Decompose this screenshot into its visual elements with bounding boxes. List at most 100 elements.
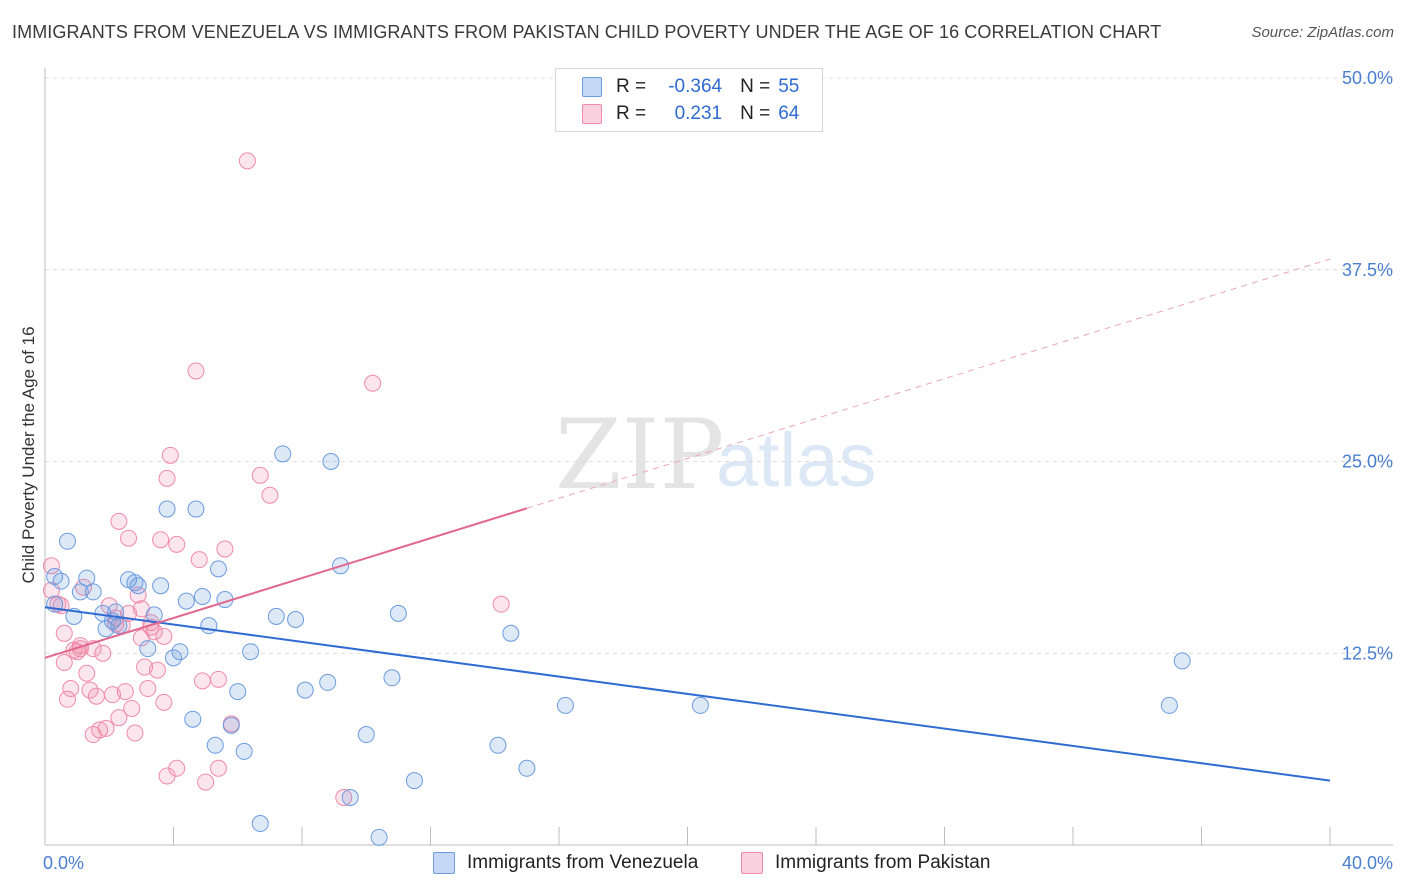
venezuela-point xyxy=(1173,652,1191,670)
pakistan-point xyxy=(148,661,166,679)
venezuela-point xyxy=(383,669,401,687)
venezuela-point xyxy=(235,742,253,760)
venezuela-point xyxy=(84,583,102,601)
pakistan-point xyxy=(155,627,173,645)
pakistan-point xyxy=(62,680,80,698)
y-tick-label: 50.0% xyxy=(1342,68,1393,88)
pakistan-point xyxy=(116,683,134,701)
venezuela-point xyxy=(52,572,70,590)
venezuela-point xyxy=(1160,696,1178,714)
venezuela-point xyxy=(152,577,170,595)
venezuela-point xyxy=(110,617,128,635)
pakistan-point xyxy=(81,681,99,699)
pakistan-point xyxy=(42,557,60,575)
venezuela-point xyxy=(229,683,247,701)
pakistan-point xyxy=(187,362,205,380)
pakistan-n-label: N = xyxy=(740,103,771,124)
pakistan-legend-swatch xyxy=(741,852,763,874)
pakistan-point xyxy=(261,486,279,504)
venezuela-point xyxy=(251,815,269,833)
venezuela-point xyxy=(206,736,224,754)
venezuela-point xyxy=(556,696,574,714)
pakistan-point xyxy=(335,788,353,806)
venezuela-r-label: R = xyxy=(616,76,647,97)
pakistan-point xyxy=(193,672,211,690)
pakistan-point xyxy=(55,624,73,642)
venezuela-point xyxy=(222,716,240,734)
legend-row-venezuela: R = -0.364 N = 55 xyxy=(582,75,799,99)
venezuela-point xyxy=(171,643,189,661)
pakistan-point xyxy=(87,687,105,705)
series-legend: Immigrants from Venezuela Immigrants fro… xyxy=(0,852,1406,878)
venezuela-legend-label: Immigrants from Venezuela xyxy=(467,852,699,873)
pakistan-point xyxy=(91,721,109,739)
pakistan-r-value: 0.231 xyxy=(674,103,723,124)
trend-lines xyxy=(44,258,1331,782)
y-tick-label: 37.5% xyxy=(1342,260,1393,280)
x-tick-labels: 0.0% 40.0% xyxy=(43,853,1393,873)
pakistan-point xyxy=(209,759,227,777)
pakistan-point xyxy=(110,512,128,530)
venezuela-point xyxy=(242,643,260,661)
venezuela-n-value: 55 xyxy=(778,76,800,97)
axes xyxy=(44,68,1393,846)
pakistan-point xyxy=(197,773,215,791)
venezuela-point xyxy=(389,604,407,622)
pakistan-point xyxy=(97,719,115,737)
pakistan-point xyxy=(126,724,144,742)
venezuela-point xyxy=(274,445,292,463)
pakistan-point xyxy=(58,690,76,708)
pakistan-point xyxy=(190,551,208,569)
pakistan-point xyxy=(492,595,510,613)
pakistan-point xyxy=(75,578,93,596)
pakistan-point xyxy=(136,658,154,676)
venezuela-point xyxy=(691,696,709,714)
source-label: Source: ZipAtlas.com xyxy=(1251,24,1394,41)
pakistan-point xyxy=(155,693,173,711)
pakistan-point xyxy=(103,686,121,704)
venezuela-point xyxy=(177,592,195,610)
pakistan-point xyxy=(168,759,186,777)
pakistan-points xyxy=(42,152,510,806)
y-tick-labels: 12.5% 25.0% 37.5% 50.0% xyxy=(1342,68,1393,663)
pakistan-point xyxy=(238,152,256,170)
venezuela-point xyxy=(267,607,285,625)
pakistan-trend-extension xyxy=(526,258,1331,509)
pakistan-point xyxy=(216,540,234,558)
venezuela-point xyxy=(184,710,202,728)
pakistan-point xyxy=(78,664,96,682)
pakistan-trend-line xyxy=(44,507,528,659)
pakistan-legend-label: Immigrants from Pakistan xyxy=(775,852,991,873)
venezuela-point xyxy=(58,532,76,550)
venezuela-point xyxy=(296,681,314,699)
venezuela-legend-swatch xyxy=(433,852,455,874)
venezuela-point xyxy=(139,640,157,658)
venezuela-point xyxy=(165,649,182,667)
pakistan-r-label: R = xyxy=(616,103,647,124)
pakistan-point xyxy=(158,469,176,487)
pakistan-point xyxy=(152,531,170,549)
chart-title: IMMIGRANTS FROM VENEZUELA VS IMMIGRANTS … xyxy=(12,22,1162,42)
pakistan-point xyxy=(139,680,157,698)
pakistan-point xyxy=(55,653,73,671)
venezuela-point xyxy=(357,726,375,744)
venezuela-point xyxy=(518,759,536,777)
pakistan-point xyxy=(168,535,186,553)
watermark-atlas: atlas xyxy=(716,418,877,503)
pakistan-point xyxy=(123,699,141,717)
venezuela-points xyxy=(46,445,1191,846)
x-tick-label: 40.0% xyxy=(1342,853,1393,873)
venezuela-swatch xyxy=(582,77,602,97)
venezuela-point xyxy=(78,569,96,587)
venezuela-point xyxy=(200,617,218,635)
pakistan-point xyxy=(364,374,382,392)
venezuela-trend-line xyxy=(44,606,1331,782)
venezuela-point xyxy=(193,587,211,605)
pakistan-point xyxy=(71,637,89,655)
venezuela-point xyxy=(489,736,507,754)
venezuela-n-label: N = xyxy=(740,76,771,97)
watermark-zip: ZIP xyxy=(555,399,724,511)
pakistan-point xyxy=(251,466,269,484)
venezuela-point xyxy=(319,673,337,691)
